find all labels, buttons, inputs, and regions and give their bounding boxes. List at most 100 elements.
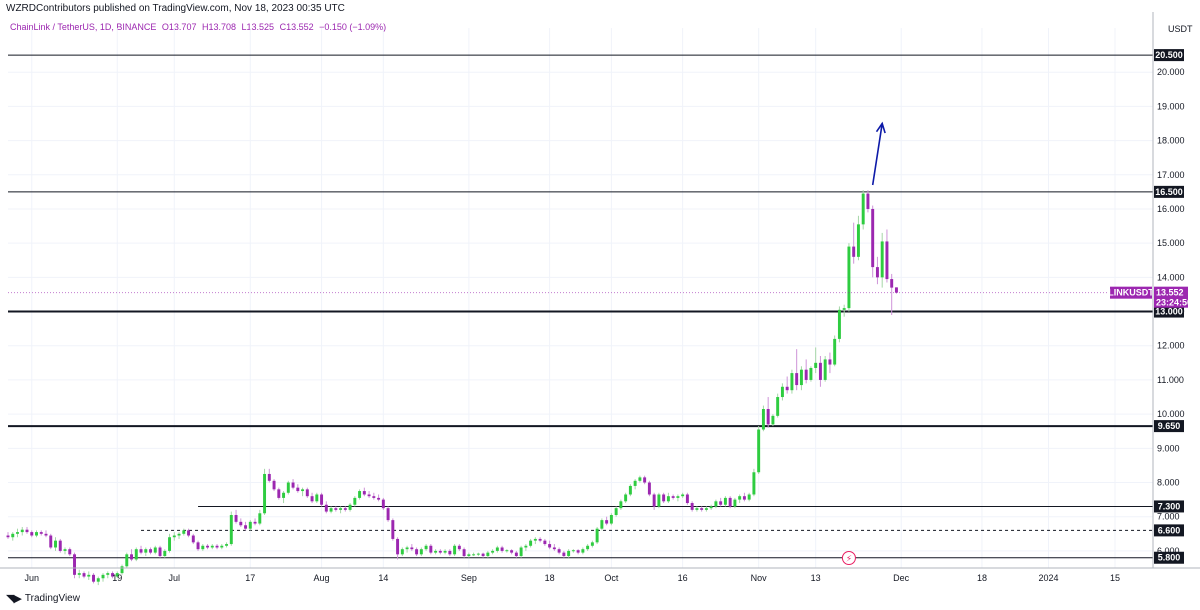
candle-body bbox=[320, 494, 324, 505]
candle-body bbox=[191, 535, 195, 543]
candle-body bbox=[63, 549, 67, 551]
price-tick-label: 14.000 bbox=[1157, 272, 1185, 282]
candle-body bbox=[576, 550, 580, 553]
candle-body bbox=[106, 573, 110, 575]
candle-body bbox=[495, 547, 499, 551]
price-chart[interactable]: LINKUSDT ⚡ USDT 6.000 7.000 8.000 9.000 10.000… bbox=[0, 0, 1200, 590]
candle-body bbox=[35, 532, 38, 536]
candle-body bbox=[434, 550, 438, 553]
publisher-header: WZRDContributors published on TradingVie… bbox=[6, 3, 345, 14]
candle-body bbox=[339, 508, 343, 510]
candle-body bbox=[761, 409, 765, 430]
legend-open: O13.707 bbox=[161, 22, 197, 32]
level-price-tag bbox=[1154, 524, 1184, 537]
price-tick-label: 10.000 bbox=[1157, 409, 1185, 419]
candle-body bbox=[875, 267, 879, 278]
price-tick-label: 19.000 bbox=[1157, 101, 1185, 111]
candle-body bbox=[714, 501, 718, 507]
candle-body bbox=[885, 241, 889, 280]
candle-body bbox=[263, 473, 267, 514]
candle-body bbox=[405, 547, 409, 550]
candle-body bbox=[443, 550, 447, 553]
candle-body bbox=[96, 578, 100, 582]
candle-body bbox=[628, 485, 632, 495]
candle-body bbox=[562, 552, 566, 557]
candle-body bbox=[49, 535, 53, 548]
candle-body bbox=[234, 515, 238, 522]
candle-body bbox=[790, 373, 794, 391]
candle-body bbox=[386, 508, 390, 521]
candle-body bbox=[866, 193, 870, 209]
symbol-tag bbox=[1110, 286, 1152, 299]
candle-body bbox=[438, 550, 442, 553]
last-price-tag bbox=[1154, 286, 1188, 308]
symbol-legend: ChainLink / TetherUS, 1D, BINANCE O13.70… bbox=[10, 22, 389, 32]
candle-body bbox=[624, 494, 628, 502]
candle-body bbox=[833, 338, 837, 365]
candle-body bbox=[752, 472, 756, 495]
legend-symbol: ChainLink / TetherUS, 1D, BINANCE bbox=[10, 22, 157, 32]
candle-body bbox=[253, 521, 257, 524]
candle-body bbox=[429, 545, 433, 553]
candle-body bbox=[315, 494, 319, 502]
level-price-label: 9.650 bbox=[1158, 421, 1181, 431]
price-tick-label: 15.000 bbox=[1157, 238, 1185, 248]
price-tick-label: 20.000 bbox=[1157, 67, 1185, 77]
candle-body bbox=[723, 497, 727, 505]
time-tick-label: Nov bbox=[751, 573, 768, 583]
level-price-tag bbox=[1154, 185, 1184, 198]
candle-body bbox=[396, 538, 400, 555]
candle-body bbox=[11, 533, 15, 538]
candle-body bbox=[424, 545, 428, 550]
candle-body bbox=[690, 503, 694, 510]
candle-body bbox=[187, 530, 191, 536]
candle-body bbox=[500, 547, 504, 551]
arrow-shaft bbox=[871, 123, 883, 186]
time-tick-label: 16 bbox=[678, 573, 688, 583]
candle-body bbox=[519, 547, 523, 557]
candle-body bbox=[657, 494, 661, 507]
time-tick-label: 14 bbox=[378, 573, 388, 583]
candle-body bbox=[567, 550, 571, 557]
candle-body bbox=[130, 554, 133, 560]
candle-body bbox=[728, 497, 732, 507]
candle-body bbox=[415, 549, 419, 555]
candle-body bbox=[310, 496, 314, 502]
candle-body bbox=[44, 533, 48, 536]
time-axis[interactable]: Jun 19 Jul 17 Aug 14 Sep 18 Oct 16 Nov 13 Dec 18 2024 1… bbox=[0, 567, 1200, 583]
candle-body bbox=[30, 532, 34, 536]
level-price-label: 20.500 bbox=[1155, 50, 1183, 60]
tradingview-logo-icon: ◥▶ bbox=[6, 593, 22, 605]
candle-body bbox=[215, 545, 219, 548]
price-axis[interactable]: USDT 6.000 7.000 8.000 9.000 10.000 11.000 12.0… bbox=[1152, 12, 1193, 568]
footer: ◥▶ TradingView bbox=[6, 592, 80, 605]
candle-body bbox=[828, 359, 832, 365]
candle-body bbox=[367, 494, 371, 497]
candle-body bbox=[353, 497, 357, 505]
candle-body bbox=[776, 397, 780, 416]
level-price-tag bbox=[1154, 500, 1184, 513]
arrow-head bbox=[875, 121, 886, 134]
candle-body bbox=[695, 508, 699, 510]
legend-change: −0.150 (−1.09%) bbox=[319, 22, 387, 32]
candle-body bbox=[771, 415, 775, 425]
candle-body bbox=[552, 547, 556, 550]
legend-high: H13.708 bbox=[201, 22, 236, 32]
price-tick-label: 18.000 bbox=[1157, 136, 1185, 146]
candle-body bbox=[590, 542, 594, 546]
candle-body bbox=[206, 545, 210, 548]
candle-body bbox=[77, 573, 81, 575]
price-tick-label: 8.000 bbox=[1157, 478, 1180, 488]
candle-body bbox=[486, 552, 490, 557]
candle-body bbox=[381, 499, 385, 509]
candle-body bbox=[548, 544, 552, 548]
candle-body bbox=[457, 545, 461, 550]
time-tick-label: 17 bbox=[245, 573, 255, 583]
candle-body bbox=[54, 540, 57, 548]
candle-body bbox=[282, 492, 286, 498]
candle-body bbox=[362, 491, 366, 495]
candle-body bbox=[324, 504, 328, 512]
horizontal-levels bbox=[8, 54, 1153, 559]
level-price-label: 16.500 bbox=[1155, 187, 1183, 197]
candle-body bbox=[733, 499, 737, 507]
